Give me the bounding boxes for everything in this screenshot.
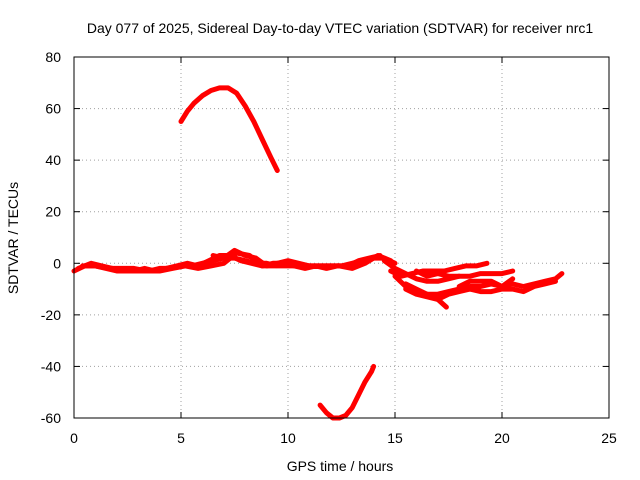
y-tick-label: -40 bbox=[41, 358, 61, 374]
tick-layer: 0 5 10 15 20 25 -60 -40 -20 0 20 40 60 80 bbox=[41, 49, 617, 446]
grid-layer bbox=[74, 57, 609, 418]
x-tick-label: 10 bbox=[280, 430, 296, 446]
series-band-3 bbox=[80, 250, 394, 274]
x-tick-label: 0 bbox=[70, 430, 78, 446]
chart-title: Day 077 of 2025, Sidereal Day-to-day VTE… bbox=[87, 20, 593, 36]
series-arc-high bbox=[178, 85, 280, 173]
y-tick-label: 80 bbox=[45, 49, 61, 65]
y-tick-label: -20 bbox=[41, 307, 61, 323]
series-arc-low bbox=[317, 363, 377, 421]
series-band-4 bbox=[210, 247, 312, 269]
x-axis-label: GPS time / hours bbox=[287, 458, 394, 474]
x-tick-label: 15 bbox=[387, 430, 403, 446]
y-tick-label: 40 bbox=[45, 152, 61, 168]
series-band-6 bbox=[388, 260, 490, 279]
y-tick-label: 20 bbox=[45, 204, 61, 220]
series-band-11 bbox=[456, 276, 516, 289]
y-tick-label: 60 bbox=[45, 101, 61, 117]
x-tick-label: 20 bbox=[494, 430, 510, 446]
y-axis-label: SDTVAR / TECUs bbox=[5, 182, 21, 294]
x-tick-label: 25 bbox=[601, 430, 617, 446]
x-tick-label: 5 bbox=[177, 430, 185, 446]
y-tick-label: 0 bbox=[53, 255, 61, 271]
series-band-10 bbox=[413, 268, 462, 279]
series-band-9 bbox=[403, 281, 449, 310]
y-tick-label: -60 bbox=[41, 410, 61, 426]
plot-frame bbox=[73, 56, 610, 419]
series-layer bbox=[71, 85, 565, 421]
